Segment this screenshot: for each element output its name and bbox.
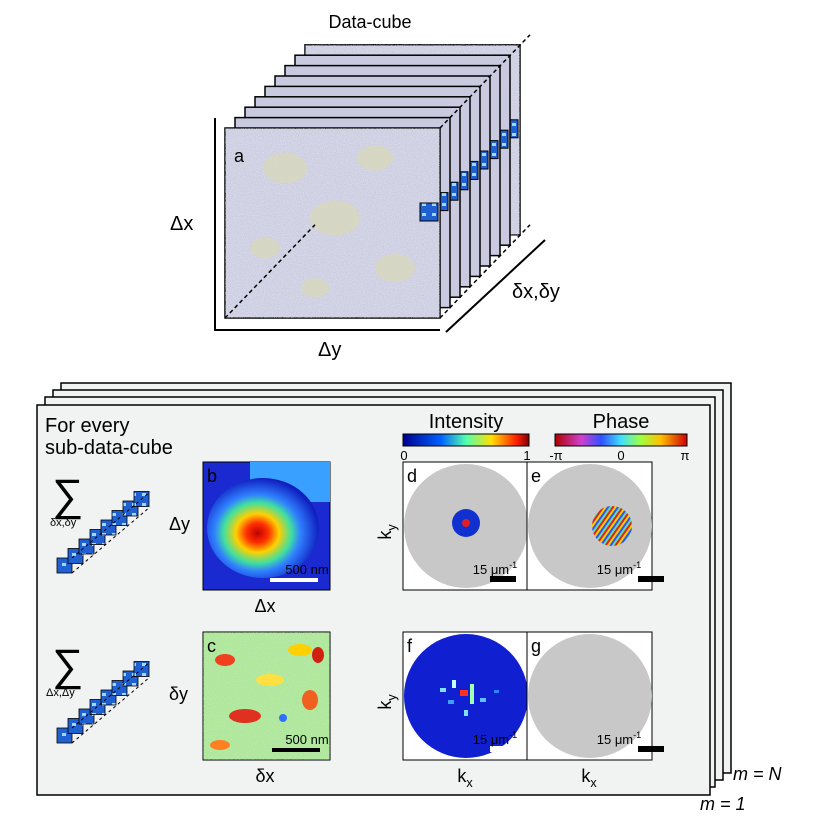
- panel-label: a: [234, 146, 245, 166]
- label-base: k: [375, 530, 395, 540]
- label-base: k: [581, 766, 591, 786]
- frame-blob: [301, 278, 329, 298]
- label: 15 μm-1: [473, 730, 518, 747]
- label-base: k: [375, 700, 395, 710]
- label-sub: y: [385, 524, 399, 531]
- label: 15 μm-1: [597, 730, 642, 747]
- panel-label: c: [207, 636, 216, 656]
- panel-image: [402, 461, 529, 591]
- cube-edge: [439, 224, 531, 319]
- cube-edge: [439, 34, 531, 129]
- cube-axes: [214, 118, 546, 333]
- label-base: 15 μm: [597, 732, 633, 747]
- label-base: 15 μm: [597, 562, 633, 577]
- sum-symbol: ∑: [52, 641, 83, 690]
- cube-edge: [224, 224, 316, 319]
- colorbar-tick: 0: [617, 448, 624, 463]
- label-sub: x: [590, 776, 597, 790]
- label: kx: [581, 766, 597, 790]
- sum-subscript: δx,δy: [50, 517, 77, 529]
- heading: For every: [45, 415, 129, 437]
- cube-title: Data-cube: [328, 12, 411, 32]
- colorbar-tick: π: [681, 448, 690, 463]
- panel-image: [202, 631, 331, 761]
- sum-icons: ∑δx,δy∑Δx,Δy: [46, 471, 151, 744]
- sum-subscript: Δx,Δy: [46, 687, 75, 699]
- frame-blob: [357, 145, 393, 171]
- heading: sub-data-cube: [45, 437, 173, 459]
- panel-label: d: [407, 466, 417, 486]
- cube-frames: [224, 34, 531, 319]
- axis-label: δx,δy: [512, 281, 560, 303]
- label-sup: -1: [633, 730, 641, 740]
- frame-blob: [250, 237, 280, 259]
- panel-image: [526, 461, 664, 591]
- label-base: 15 μm: [473, 732, 509, 747]
- label: Δx: [254, 596, 275, 616]
- label: δy: [169, 684, 188, 704]
- label-base: 15 μm: [473, 562, 509, 577]
- cube-edge: [71, 506, 151, 574]
- label-sup: -1: [633, 560, 641, 570]
- label: ky: [375, 524, 399, 540]
- label: Δy: [169, 514, 190, 534]
- panel-label: b: [207, 466, 217, 486]
- axis-label: Δy: [318, 339, 341, 361]
- label-sub: y: [385, 694, 399, 701]
- label-sub: x: [466, 776, 473, 790]
- label: δx: [255, 766, 274, 786]
- label-base: k: [457, 766, 467, 786]
- label: kx: [457, 766, 473, 790]
- panel-image: [526, 631, 664, 761]
- colorbar-title: Phase: [593, 411, 650, 433]
- axis-label: Δx: [170, 213, 193, 235]
- colorbar-tick: -π: [549, 448, 562, 463]
- panel-label: e: [531, 466, 541, 486]
- panel-image: [402, 631, 529, 761]
- panel-image: [202, 461, 331, 591]
- sum-symbol: ∑: [52, 471, 83, 520]
- frame-blob: [310, 200, 360, 236]
- frame-blob: [375, 254, 415, 282]
- colorbar-title: Intensity: [429, 411, 503, 433]
- frame-blob: [263, 152, 307, 184]
- cube-edge: [71, 676, 151, 744]
- colorbar-tick: 1: [523, 448, 530, 463]
- cube-edge: [71, 491, 151, 559]
- label-sup: -1: [509, 730, 517, 740]
- colorbar-tick: 0: [400, 448, 407, 463]
- label: 15 μm-1: [473, 560, 518, 577]
- stack-label: m = N: [733, 764, 783, 784]
- label: 15 μm-1: [597, 560, 642, 577]
- cube-edge: [71, 661, 151, 729]
- label: ky: [375, 694, 399, 710]
- panel-label: g: [531, 636, 541, 656]
- label-sup: -1: [509, 560, 517, 570]
- sub-cube: [419, 202, 439, 222]
- label: 500 nm: [285, 562, 328, 577]
- label: 500 nm: [285, 732, 328, 747]
- stack-label: m = 1: [700, 794, 746, 814]
- colorbar: [554, 433, 688, 447]
- colorbar: [402, 433, 530, 447]
- panel-label: f: [407, 636, 413, 656]
